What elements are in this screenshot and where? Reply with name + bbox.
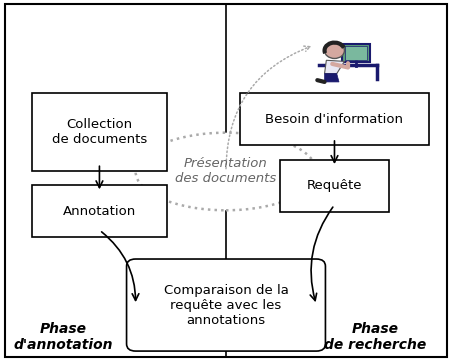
Text: Phase
d'annotation: Phase d'annotation <box>14 322 113 352</box>
Text: Annotation: Annotation <box>63 205 136 218</box>
Ellipse shape <box>135 132 316 210</box>
FancyBboxPatch shape <box>344 46 366 60</box>
FancyBboxPatch shape <box>239 93 428 145</box>
FancyBboxPatch shape <box>280 160 388 212</box>
FancyBboxPatch shape <box>126 259 325 351</box>
Polygon shape <box>324 60 344 74</box>
Text: Collection
de documents: Collection de documents <box>52 118 147 146</box>
FancyBboxPatch shape <box>341 44 369 62</box>
Polygon shape <box>324 74 338 82</box>
Text: Besoin d'information: Besoin d'information <box>265 113 403 126</box>
FancyBboxPatch shape <box>32 185 167 238</box>
Text: Comparaison de la
requête avec les
annotations: Comparaison de la requête avec les annot… <box>163 283 288 327</box>
Text: Présentation
des documents: Présentation des documents <box>175 157 276 186</box>
Circle shape <box>324 43 344 58</box>
Text: Requête: Requête <box>306 179 361 192</box>
FancyBboxPatch shape <box>32 93 167 171</box>
Text: Phase
de recherche: Phase de recherche <box>323 322 425 352</box>
